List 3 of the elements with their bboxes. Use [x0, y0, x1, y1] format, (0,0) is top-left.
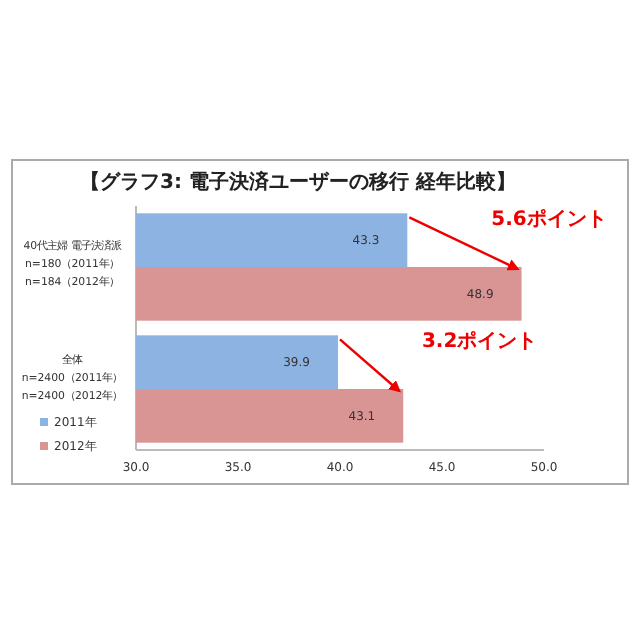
chart-title: 【グラフ3: 電子決済ユーザーの移行 経年比較】: [80, 170, 516, 194]
annotation: 3.2ポイント: [421, 331, 538, 354]
annotation: 5.6ポイント: [491, 209, 607, 232]
